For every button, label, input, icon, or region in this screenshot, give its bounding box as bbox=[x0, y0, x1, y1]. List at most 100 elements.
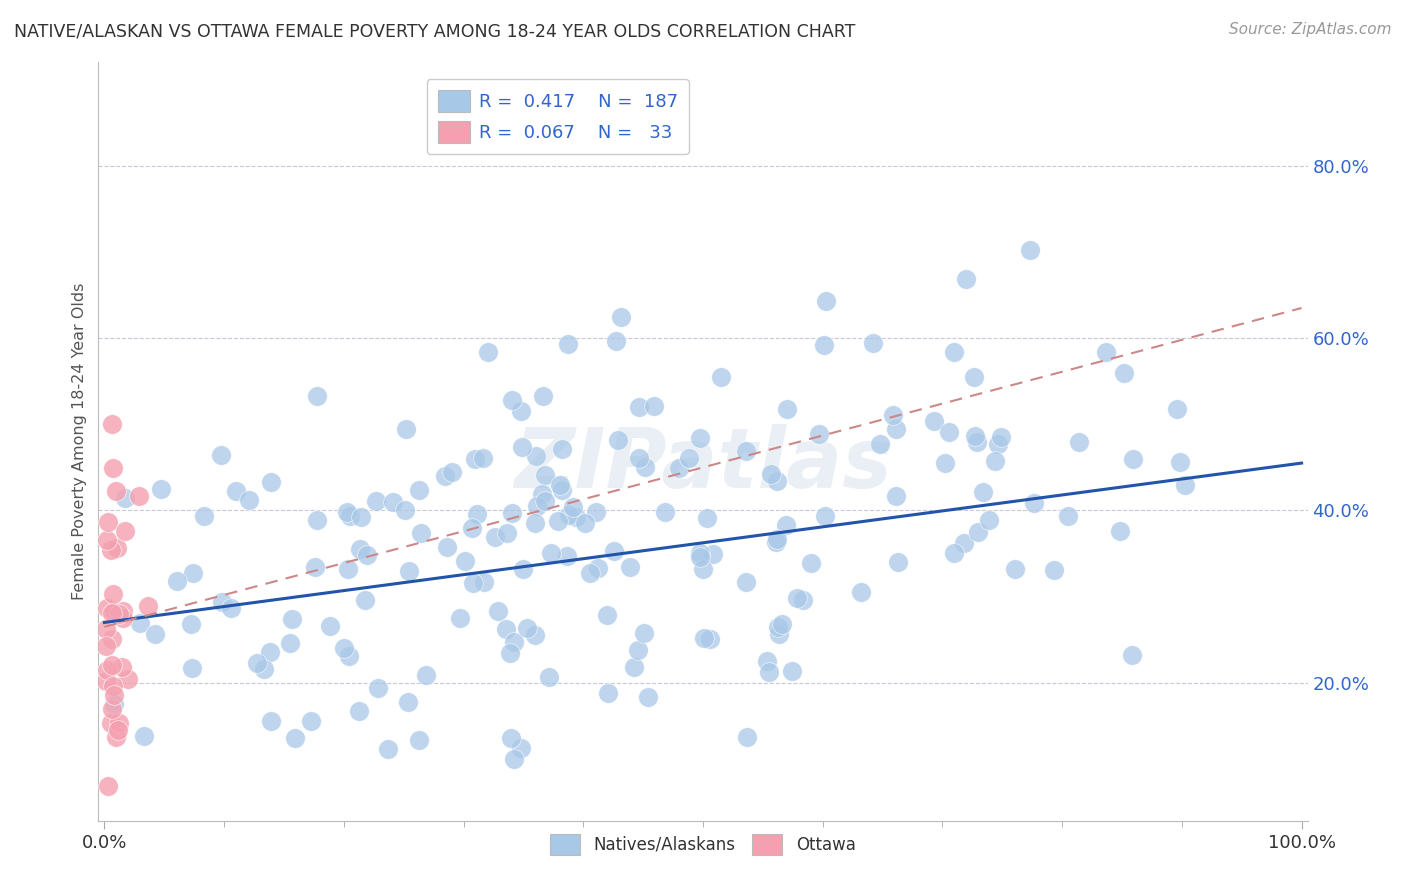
Point bbox=[94, 622, 117, 636]
Point bbox=[209, 448, 232, 462]
Point bbox=[558, 508, 581, 523]
Point bbox=[166, 574, 188, 588]
Point bbox=[180, 616, 202, 631]
Point bbox=[1095, 345, 1118, 359]
Point bbox=[108, 607, 131, 621]
Point bbox=[299, 714, 322, 728]
Point bbox=[101, 679, 124, 693]
Point bbox=[307, 389, 329, 403]
Point bbox=[260, 475, 283, 490]
Point bbox=[377, 742, 399, 756]
Point bbox=[484, 530, 506, 544]
Point bbox=[654, 505, 676, 519]
Point bbox=[766, 474, 789, 488]
Point bbox=[776, 402, 799, 417]
Point bbox=[578, 566, 600, 581]
Point bbox=[337, 649, 360, 664]
Point bbox=[516, 621, 538, 635]
Point bbox=[709, 370, 731, 384]
Point bbox=[138, 599, 160, 613]
Point bbox=[808, 426, 831, 441]
Point bbox=[100, 543, 122, 558]
Point bbox=[766, 532, 789, 546]
Point bbox=[408, 483, 430, 498]
Point bbox=[547, 514, 569, 528]
Point bbox=[689, 546, 711, 560]
Point bbox=[353, 593, 375, 607]
Point bbox=[474, 575, 496, 590]
Point bbox=[349, 542, 371, 557]
Point bbox=[436, 541, 458, 555]
Point bbox=[281, 612, 304, 626]
Point bbox=[465, 507, 488, 521]
Point bbox=[523, 628, 546, 642]
Point bbox=[193, 509, 215, 524]
Text: Source: ZipAtlas.com: Source: ZipAtlas.com bbox=[1229, 22, 1392, 37]
Point bbox=[129, 615, 152, 630]
Point bbox=[966, 524, 988, 539]
Point bbox=[463, 575, 485, 590]
Point bbox=[347, 704, 370, 718]
Point bbox=[259, 645, 281, 659]
Point bbox=[449, 611, 471, 625]
Point bbox=[1056, 509, 1078, 524]
Point bbox=[107, 723, 129, 738]
Point bbox=[735, 730, 758, 744]
Legend: Natives/Alaskans, Ottawa: Natives/Alaskans, Ottawa bbox=[544, 827, 862, 862]
Point bbox=[114, 491, 136, 505]
Point bbox=[1166, 402, 1188, 417]
Point bbox=[396, 695, 419, 709]
Point bbox=[531, 487, 554, 501]
Point bbox=[934, 456, 956, 470]
Point bbox=[550, 442, 572, 457]
Point bbox=[134, 729, 156, 743]
Point bbox=[501, 392, 523, 407]
Point bbox=[496, 525, 519, 540]
Point bbox=[585, 505, 607, 519]
Point bbox=[103, 697, 125, 711]
Point bbox=[100, 658, 122, 673]
Point bbox=[501, 731, 523, 745]
Point bbox=[524, 450, 547, 464]
Point bbox=[502, 635, 524, 649]
Point bbox=[97, 516, 120, 530]
Point bbox=[756, 654, 779, 668]
Point bbox=[548, 477, 571, 491]
Point bbox=[104, 483, 127, 498]
Point bbox=[128, 489, 150, 503]
Point bbox=[633, 626, 655, 640]
Point bbox=[97, 779, 120, 793]
Point bbox=[1114, 366, 1136, 380]
Point bbox=[304, 559, 326, 574]
Point bbox=[987, 437, 1010, 451]
Point bbox=[526, 499, 548, 513]
Point bbox=[100, 417, 122, 432]
Point bbox=[495, 622, 517, 636]
Point bbox=[253, 662, 276, 676]
Point bbox=[394, 502, 416, 516]
Point bbox=[607, 433, 630, 447]
Point bbox=[1022, 496, 1045, 510]
Point bbox=[668, 461, 690, 475]
Point bbox=[111, 659, 134, 673]
Point bbox=[181, 566, 204, 581]
Point bbox=[759, 467, 782, 481]
Point bbox=[768, 627, 790, 641]
Point bbox=[336, 505, 359, 519]
Point bbox=[693, 631, 716, 645]
Point bbox=[1168, 455, 1191, 469]
Point bbox=[689, 431, 711, 445]
Point bbox=[96, 663, 118, 677]
Point bbox=[540, 546, 562, 560]
Point bbox=[555, 549, 578, 563]
Point bbox=[117, 672, 139, 686]
Point bbox=[882, 408, 904, 422]
Point bbox=[942, 345, 965, 359]
Point bbox=[382, 495, 405, 509]
Point bbox=[501, 506, 523, 520]
Point bbox=[512, 562, 534, 576]
Point bbox=[510, 440, 533, 454]
Point bbox=[415, 668, 437, 682]
Point bbox=[1004, 562, 1026, 576]
Point bbox=[586, 561, 609, 575]
